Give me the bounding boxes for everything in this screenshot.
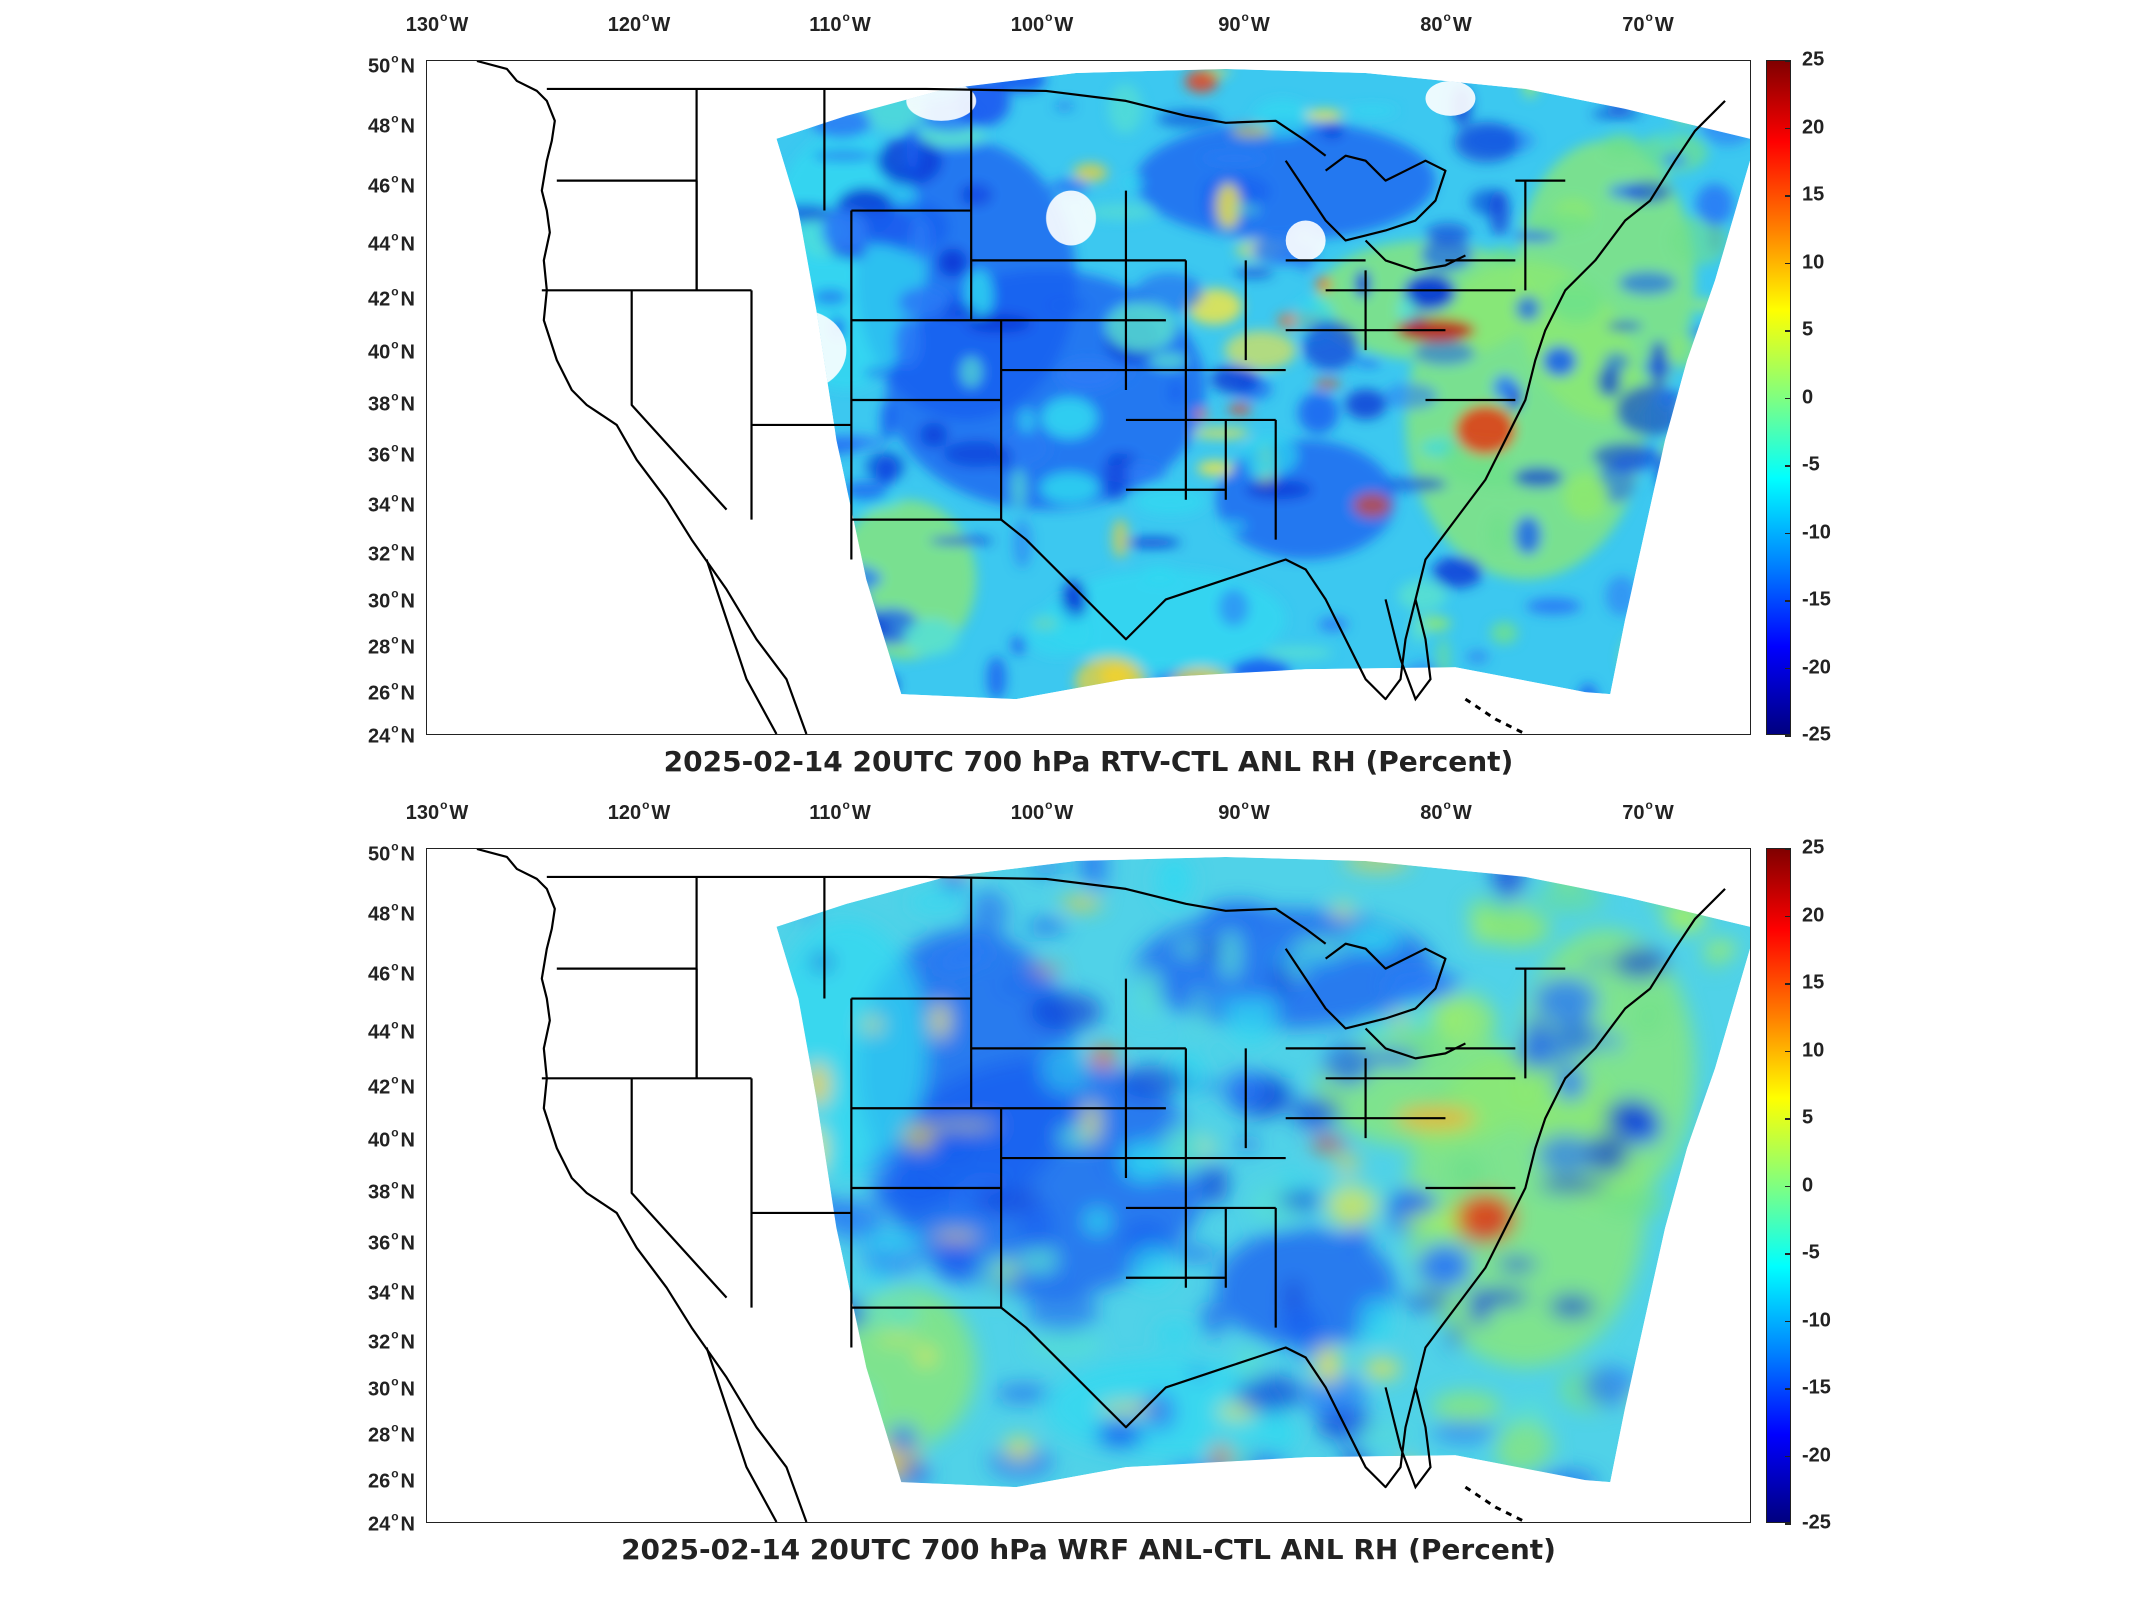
colorbar-tick-label: 10 — [1802, 251, 1825, 273]
colorbar-tick-label: -10 — [1802, 521, 1831, 543]
lat-tick-label: 30o N — [367, 1374, 415, 1401]
colorbar-tick-mark — [1785, 127, 1791, 129]
colorbar-tick-label: 15 — [1802, 971, 1825, 994]
state-boundaries — [476, 849, 1726, 1522]
colorbar-tick-mark — [1785, 667, 1791, 669]
colorbar-tick-mark — [1785, 915, 1791, 917]
lat-tick-label: 32o N — [367, 1327, 415, 1354]
lat-tick-label: 34o N — [367, 1278, 415, 1305]
colorbar-tick-label: 20 — [1802, 116, 1825, 138]
colorbar-tick-label: -10 — [1802, 1309, 1831, 1331]
lat-tick-label: 42o N — [367, 284, 415, 311]
lat-tick-label: 42o N — [367, 1072, 415, 1099]
lat-tick-label: 48o N — [367, 111, 415, 138]
map-title: 2025-02-14 20UTC 700 hPa RTV-CTL ANL RH … — [663, 745, 1514, 778]
colorbar-tick-mark — [1785, 1185, 1791, 1187]
lat-tick-label: 38o N — [367, 1177, 415, 1204]
colorbar-tick-label: 5 — [1802, 318, 1814, 341]
lon-tick-label: 110o W — [809, 798, 871, 824]
lat-tick-label: 38o N — [367, 389, 415, 416]
colorbar-tick-label: 20 — [1802, 904, 1825, 926]
lat-tick-label: 24o N — [367, 721, 415, 748]
lat-tick-label: 44o N — [367, 229, 415, 256]
lon-tick-label: 100o W — [1010, 10, 1074, 36]
colorbar-tick-label: 0 — [1802, 386, 1814, 408]
colorbar-tick-label: 15 — [1802, 183, 1825, 206]
colorbar-tick-label: -5 — [1802, 1241, 1820, 1264]
colorbar-tick-label: 0 — [1802, 1174, 1814, 1196]
colorbar-tick-label: -5 — [1802, 453, 1820, 476]
colorbar-tick-label: -15 — [1802, 1376, 1831, 1399]
colorbar-tick-mark — [1785, 600, 1791, 602]
colorbar-tick-mark — [1785, 1253, 1791, 1255]
lon-tick-label: 70o W — [1622, 798, 1674, 824]
colorbar-tick-label: 10 — [1802, 1039, 1825, 1061]
colorbar-tick-mark — [1785, 1455, 1791, 1457]
lat-tick-label: 32o N — [367, 539, 415, 566]
lat-tick-label: 40o N — [367, 337, 415, 364]
lon-tick-label: 70o W — [1622, 10, 1674, 36]
lat-tick-label: 26o N — [367, 1466, 415, 1493]
lat-tick-label: 48o N — [367, 899, 415, 926]
colorbar-tick-mark — [1785, 1523, 1791, 1525]
lon-tick-label: 120o W — [607, 798, 671, 824]
lat-tick-label: 40o N — [367, 1125, 415, 1152]
lat-tick-label: 50o N — [367, 51, 415, 78]
lat-tick-label: 28o N — [367, 632, 415, 659]
lon-tick-label: 100o W — [1010, 798, 1074, 824]
colorbar-tick-label: 5 — [1802, 1106, 1814, 1129]
rh-difference-field — [776, 856, 1750, 1488]
lat-tick-label: 24o N — [367, 1509, 415, 1536]
colorbar-tick-mark — [1785, 532, 1791, 534]
lat-tick-label: 50o N — [367, 839, 415, 866]
lon-tick-label: 130o W — [405, 10, 469, 36]
lat-tick-label: 36o N — [367, 1228, 415, 1255]
map-title: 2025-02-14 20UTC 700 hPa WRF ANL-CTL ANL… — [621, 1533, 1556, 1566]
colorbar-tick-mark — [1785, 1388, 1791, 1390]
lon-tick-label: 130o W — [405, 798, 469, 824]
lon-tick-label: 80o W — [1420, 798, 1472, 824]
lat-tick-label: 28o N — [367, 1420, 415, 1447]
colorbar-tick-label: -25 — [1802, 723, 1831, 746]
colorbar-tick-mark — [1785, 60, 1791, 62]
colorbar-tick-label: 25 — [1802, 48, 1825, 71]
lon-tick-label: 90o W — [1218, 798, 1270, 824]
lat-tick-label: 36o N — [367, 440, 415, 467]
lat-tick-label: 34o N — [367, 490, 415, 517]
colorbar-tick-label: -25 — [1802, 1511, 1831, 1534]
lon-tick-label: 90o W — [1218, 10, 1270, 36]
lat-tick-label: 30o N — [367, 586, 415, 613]
colorbar-tick-label: 25 — [1802, 836, 1825, 859]
colorbar-tick-mark — [1785, 262, 1791, 264]
colorbar-tick-mark — [1785, 1118, 1791, 1120]
lat-tick-label: 46o N — [367, 171, 415, 198]
colorbar-tick-mark — [1785, 1050, 1791, 1052]
lat-tick-label: 44o N — [367, 1017, 415, 1044]
colorbar-tick-mark — [1785, 983, 1791, 985]
colorbar-tick-mark — [1785, 848, 1791, 850]
state-boundaries — [476, 61, 1726, 734]
lat-tick-label: 26o N — [367, 678, 415, 705]
colorbar-tick-label: -20 — [1802, 1444, 1831, 1466]
colorbar-tick-mark — [1785, 465, 1791, 467]
colorbar-tick-mark — [1785, 330, 1791, 332]
map-plot-area — [426, 60, 1751, 735]
colorbar-tick-label: -15 — [1802, 588, 1831, 611]
map-plot-area — [426, 848, 1751, 1523]
lon-tick-label: 120o W — [607, 10, 671, 36]
colorbar-tick-mark — [1785, 397, 1791, 399]
colorbar-tick-label: -20 — [1802, 656, 1831, 678]
colorbar-tick-mark — [1785, 195, 1791, 197]
lon-tick-label: 80o W — [1420, 10, 1472, 36]
colorbar-tick-mark — [1785, 735, 1791, 737]
lat-tick-label: 46o N — [367, 959, 415, 986]
lon-tick-label: 110o W — [809, 10, 871, 36]
colorbar-tick-mark — [1785, 1320, 1791, 1322]
